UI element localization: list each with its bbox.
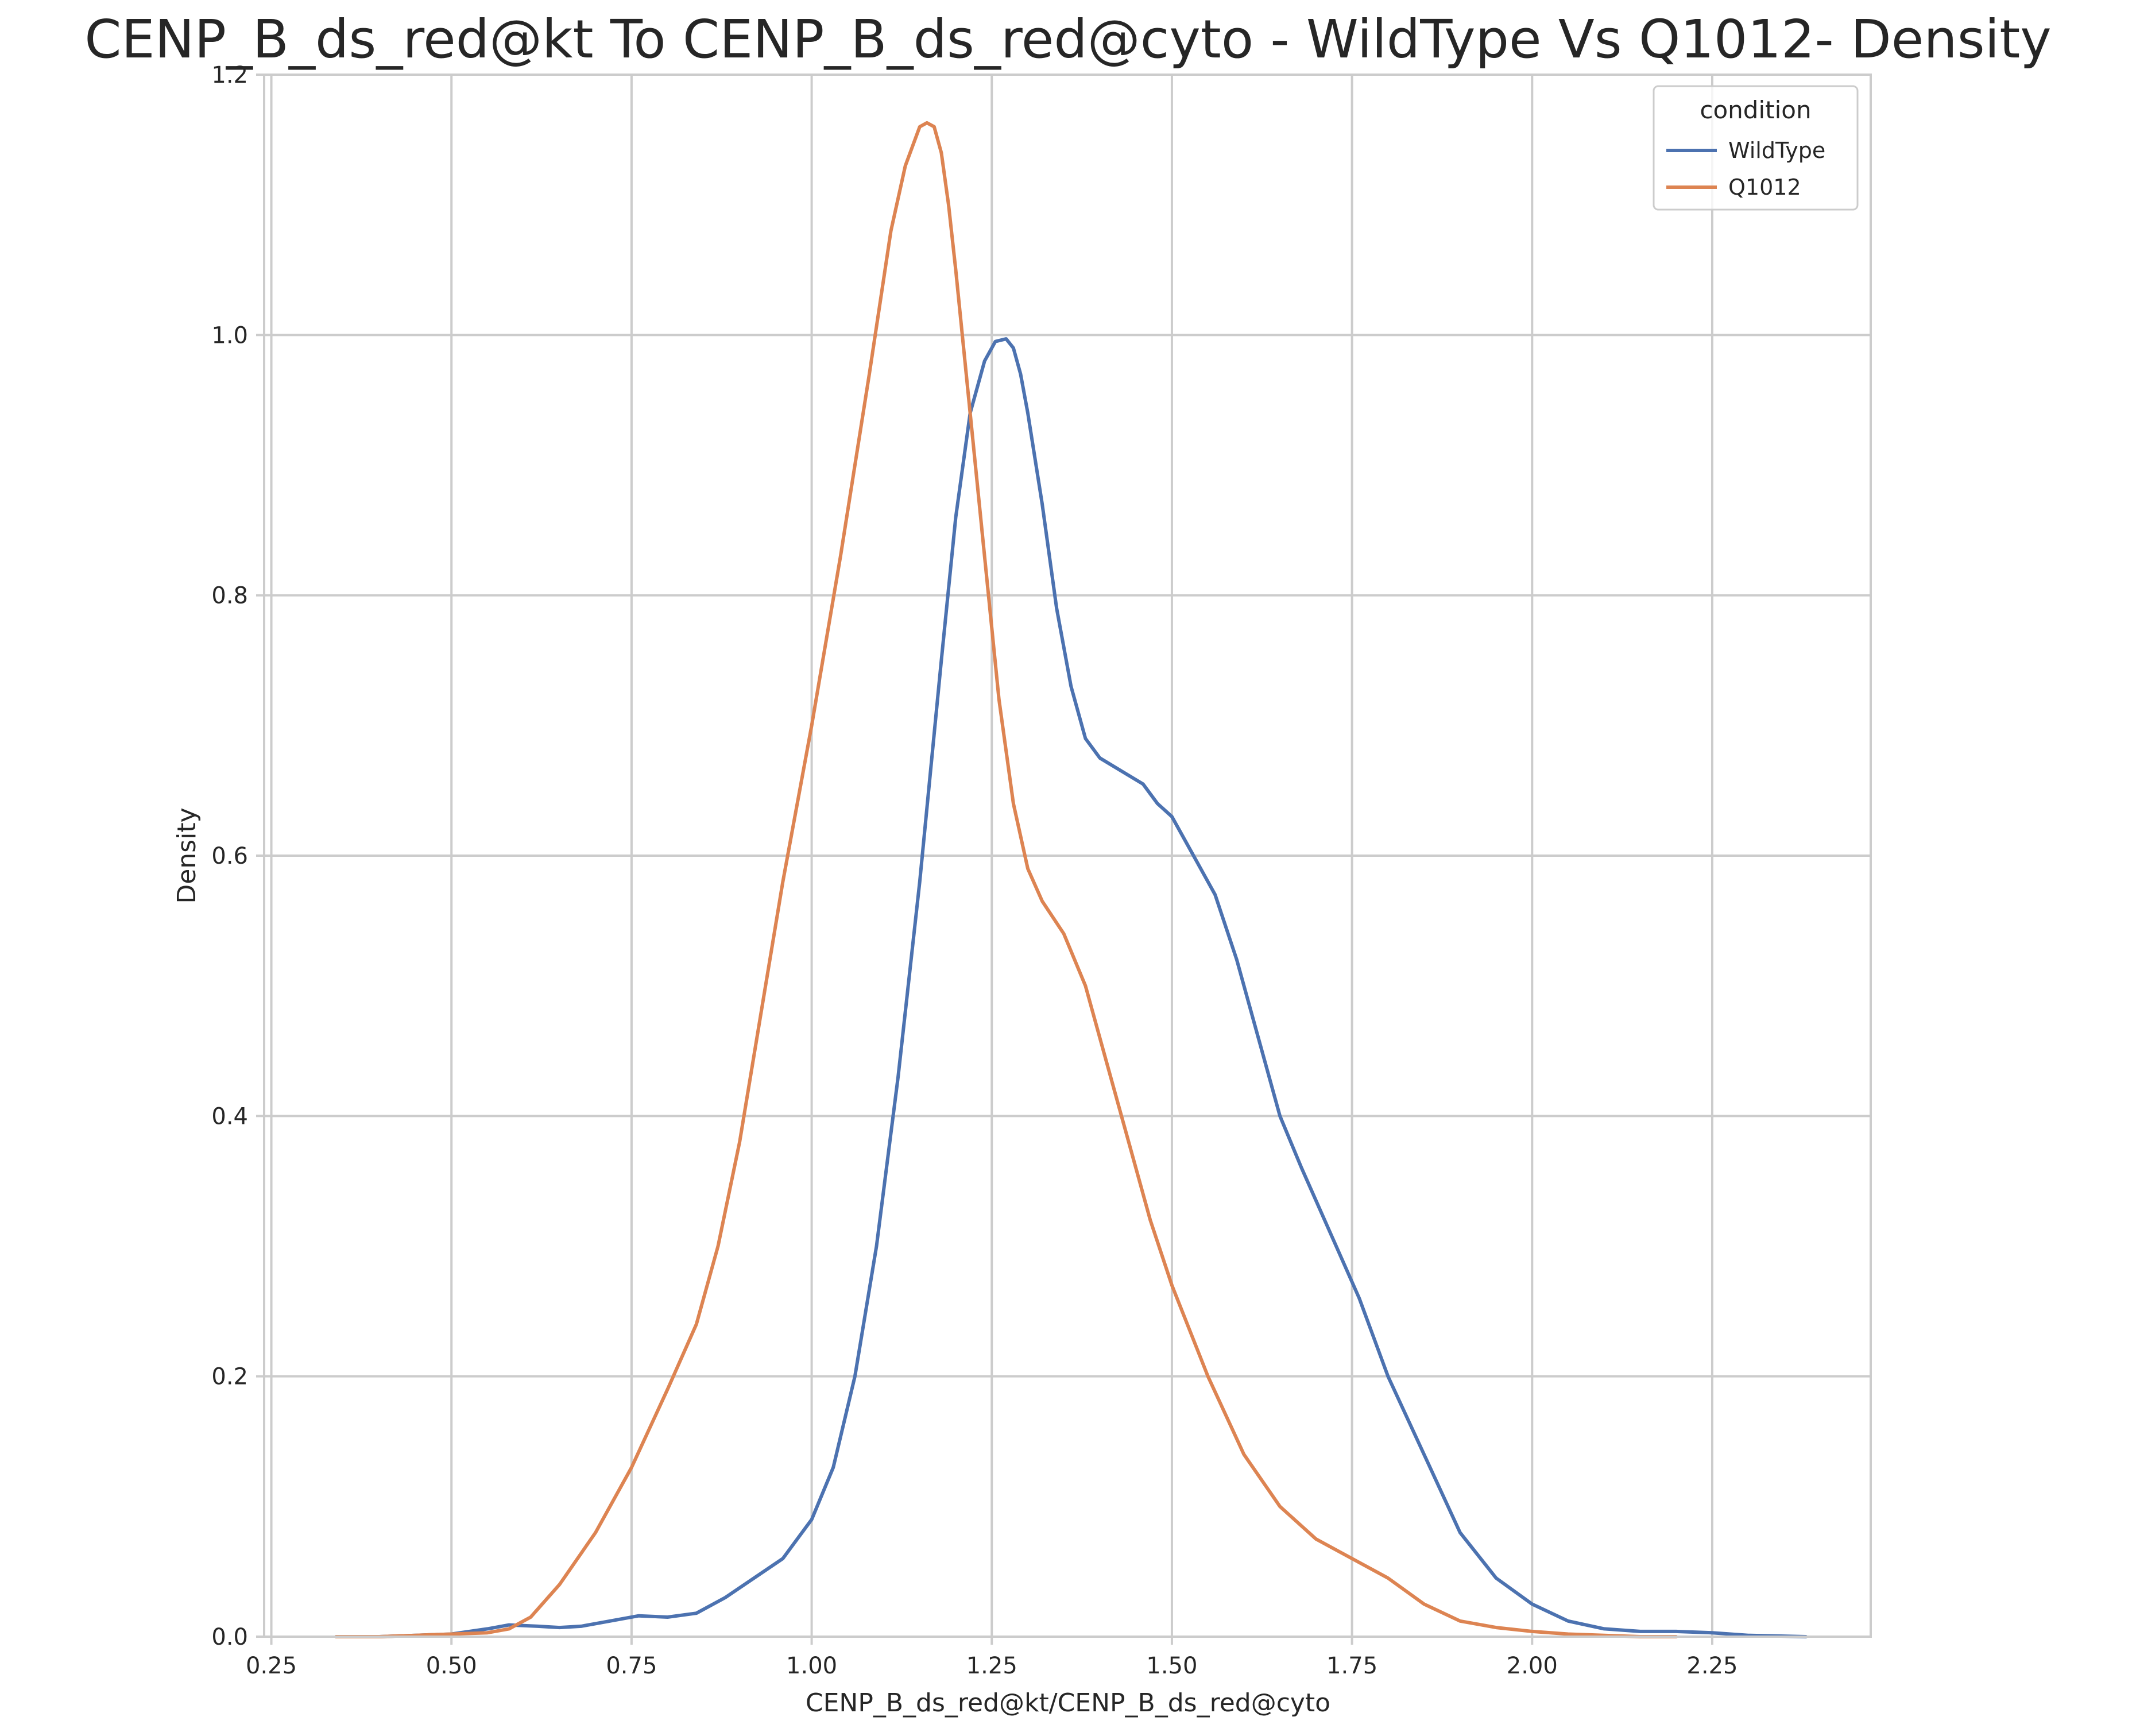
legend-label-wildtype: WildType (1728, 138, 1825, 163)
legend-items: WildType Q1012 (1666, 138, 1825, 200)
y-tick-label: 0.4 (211, 1103, 248, 1130)
x-tick-label: 2.25 (1686, 1653, 1738, 1679)
series-lines (334, 121, 1808, 1638)
series-line-wildtype (334, 337, 1808, 1638)
y-tick-label: 1.2 (211, 62, 248, 88)
grid-lines (264, 74, 1871, 1638)
x-tick-label: 0.50 (426, 1653, 477, 1679)
x-tick-label: 1.75 (1326, 1653, 1377, 1679)
x-tick-label: 2.00 (1507, 1653, 1558, 1679)
y-tick-label: 0.0 (211, 1624, 248, 1650)
y-tick-label: 0.2 (211, 1364, 248, 1390)
y-tick-label: 0.6 (211, 843, 248, 869)
chart-title: CENP_B_ds_red@kt To CENP_B_ds_red@cyto -… (84, 9, 2051, 70)
y-tick-label: 0.8 (211, 583, 248, 609)
y-axis-label: Density (172, 807, 202, 903)
tick-labels: 0.25 0.50 0.75 1.00 1.25 1.50 1.75 2.00 2.25 0.0 0… (211, 62, 1738, 1679)
legend-title: condition (1700, 96, 1811, 124)
x-tick-label: 0.75 (606, 1653, 657, 1679)
x-tick-label: 0.25 (246, 1653, 297, 1679)
legend: condition WildType Q1012 (1653, 85, 1859, 211)
x-tick-label: 1.50 (1146, 1653, 1197, 1679)
y-tick-label: 1.0 (211, 322, 248, 349)
x-tick-label: 1.25 (966, 1653, 1017, 1679)
legend-box (1653, 85, 1859, 211)
x-axis-label: CENP_B_ds_red@kt/CENP_B_ds_red@cyto (806, 1688, 1330, 1718)
x-tick-label: 1.00 (786, 1653, 837, 1679)
legend-label-q1012: Q1012 (1728, 175, 1801, 200)
series-line-q1012 (334, 121, 1678, 1638)
